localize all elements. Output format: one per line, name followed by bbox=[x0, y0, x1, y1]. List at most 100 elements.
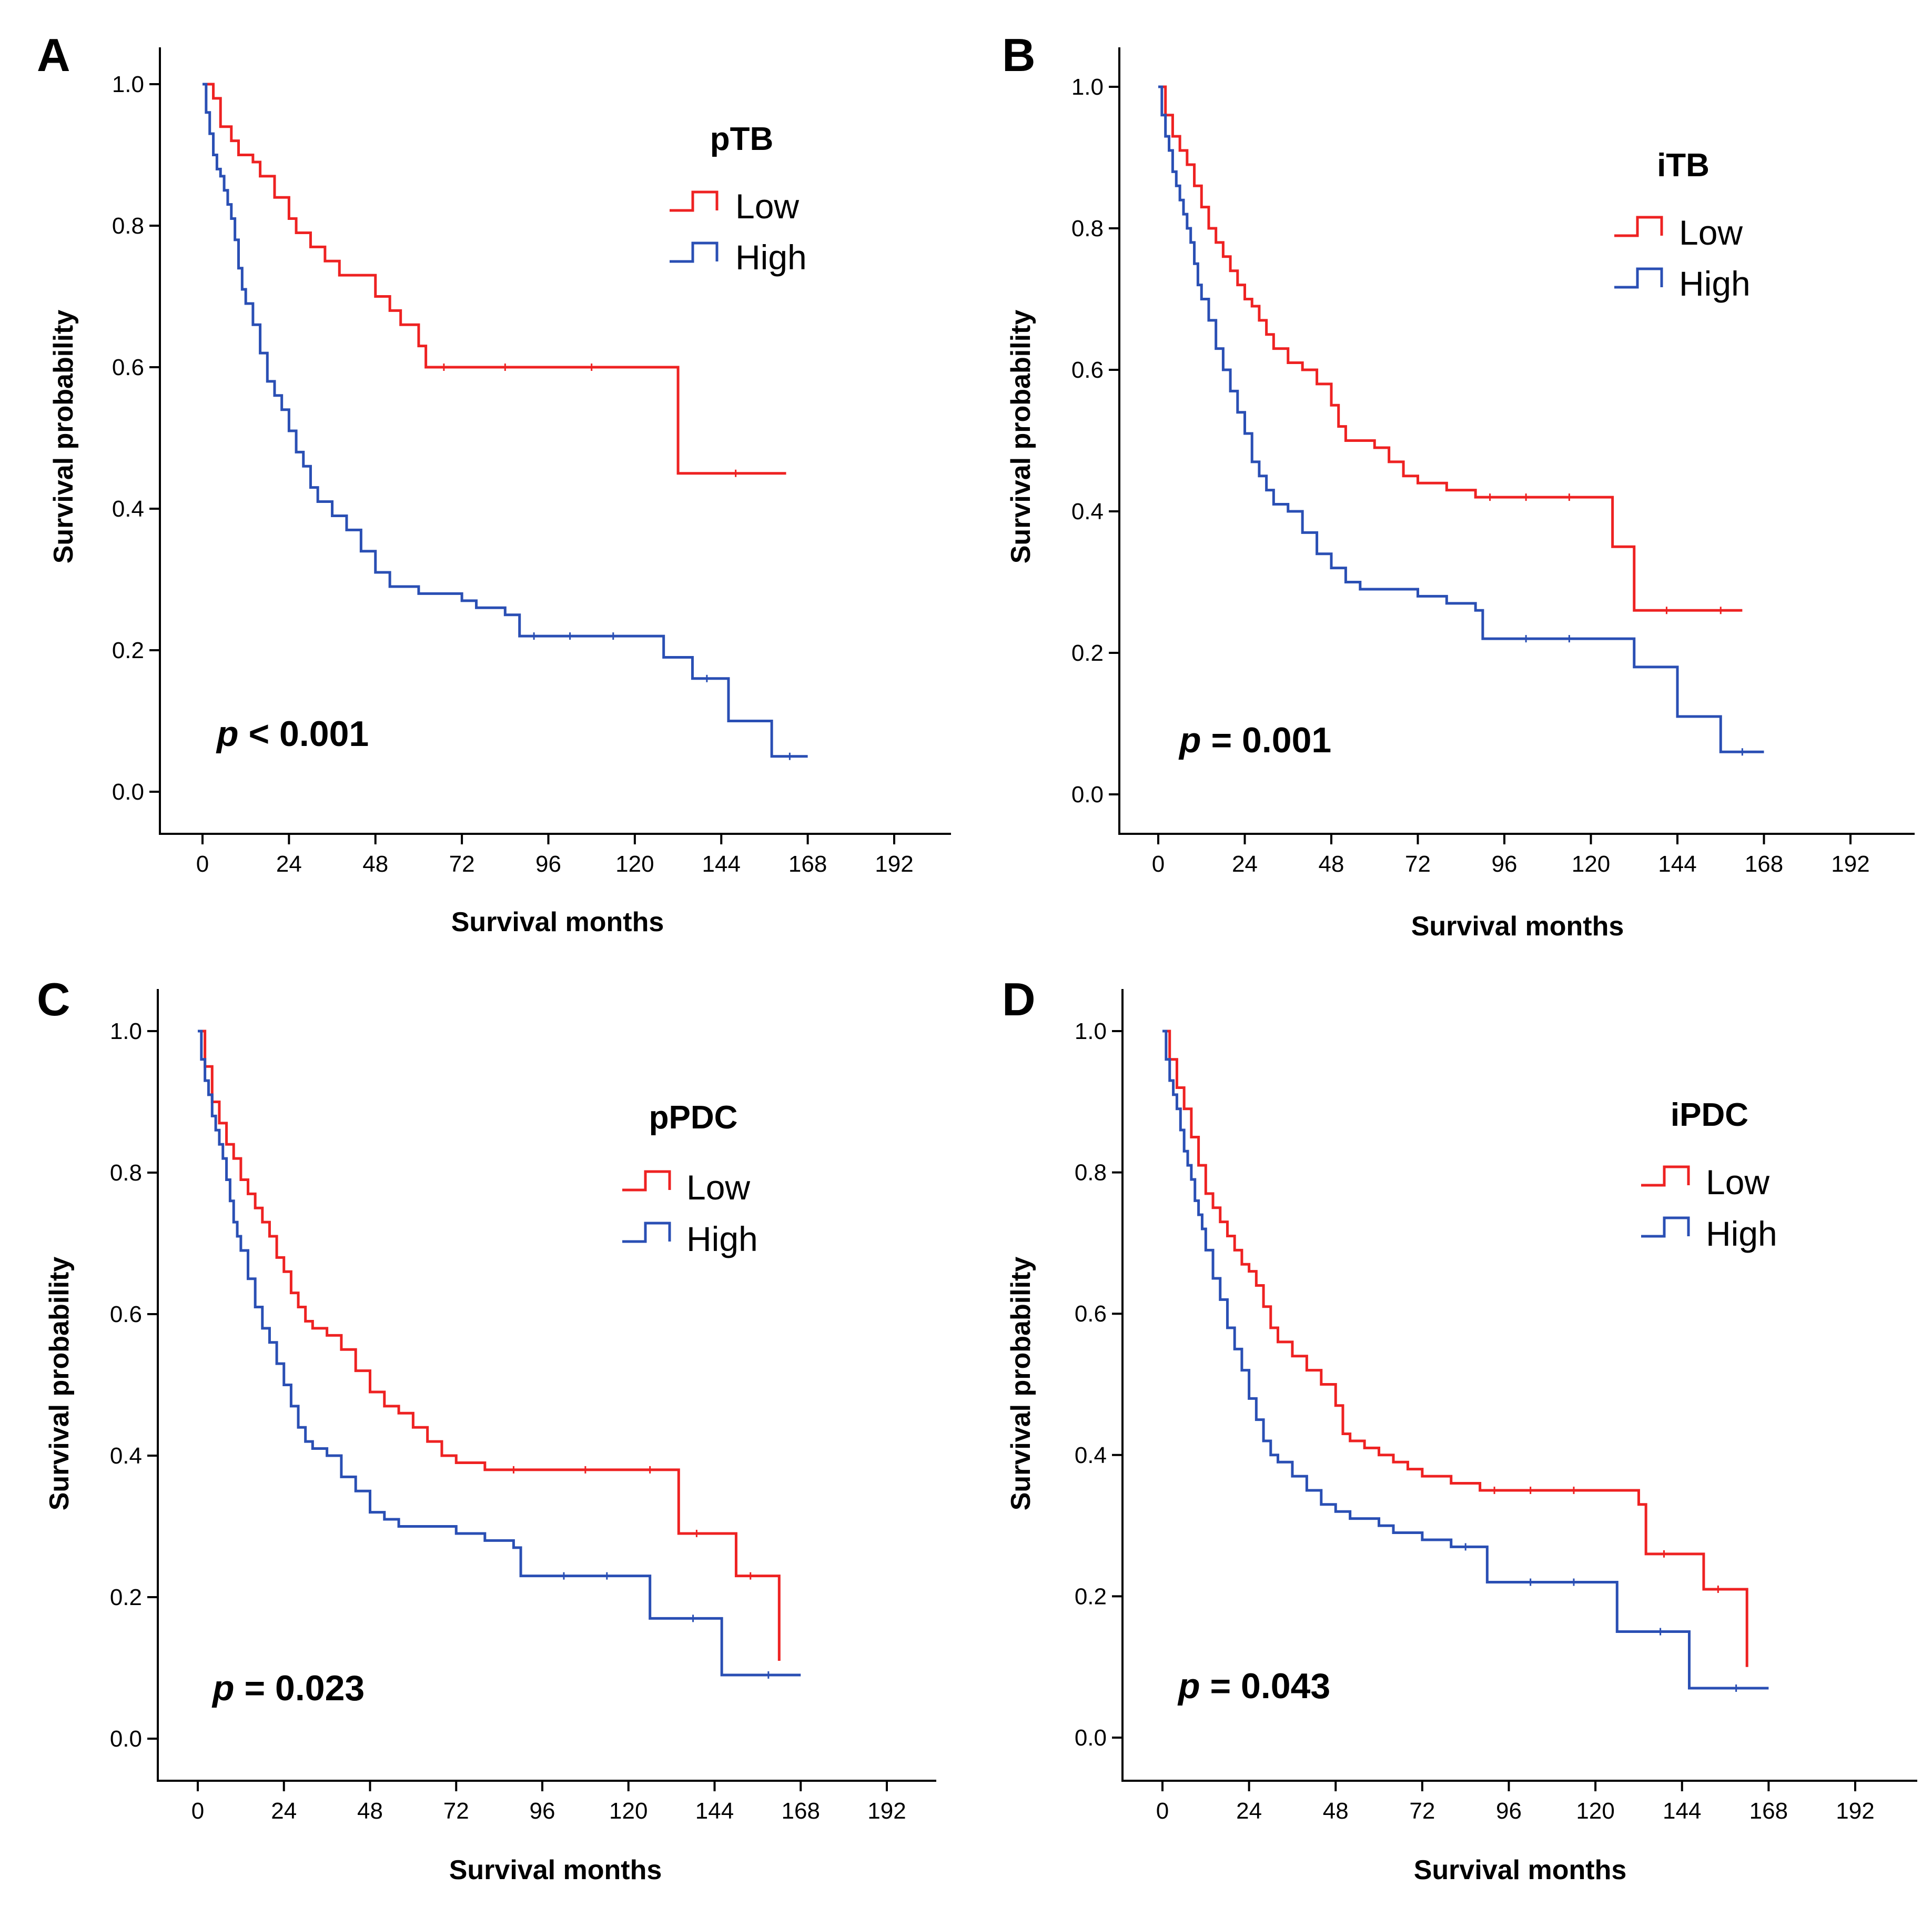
tick-group: 0 24 48 72 96 120 144 168 192 0.0 0.2 0.4 0.6 0.8 1.0 bbox=[1075, 1018, 1875, 1824]
x-tick-label: 96 bbox=[1496, 1798, 1522, 1824]
x-tick-label: 72 bbox=[1405, 851, 1431, 877]
x-tick-label: 96 bbox=[1492, 851, 1518, 877]
y-tick-label: 0.4 bbox=[112, 496, 144, 522]
p-symbol: p bbox=[1178, 720, 1201, 760]
km-curve-low bbox=[1162, 1030, 1748, 1667]
legend-label-high: High bbox=[735, 238, 807, 277]
y-tick-label: 0.2 bbox=[1071, 640, 1104, 666]
panel-letter-d: D bbox=[1002, 973, 1036, 1025]
y-tick-label: 0.4 bbox=[1075, 1442, 1107, 1468]
y-tick-label: 0.6 bbox=[110, 1302, 142, 1327]
y-tick-label: 0.8 bbox=[110, 1160, 142, 1186]
km-curve-high bbox=[1158, 85, 1764, 753]
x-tick-label: 96 bbox=[535, 851, 561, 877]
x-tick-label: 168 bbox=[788, 851, 827, 877]
x-tick-label: 24 bbox=[1232, 851, 1258, 877]
x-tick-label: 96 bbox=[530, 1798, 555, 1824]
y-tick-label: 0.4 bbox=[1071, 499, 1104, 524]
p-value: = 0.043 bbox=[1200, 1666, 1331, 1706]
legend-title: iPDC bbox=[1671, 1097, 1748, 1133]
tick-group: 0 24 48 72 96 120 144 168 192 0.0 0.2 0.4 0.6 0.8 1.0 bbox=[112, 72, 914, 877]
y-tick-label: 0.0 bbox=[112, 779, 144, 805]
y-tick-label: 0.4 bbox=[110, 1443, 142, 1469]
y-tick-label: 1.0 bbox=[1075, 1018, 1107, 1044]
y-tick-label: 0.0 bbox=[1075, 1725, 1107, 1751]
legend-label-high: High bbox=[1706, 1214, 1777, 1253]
km-curve-high bbox=[198, 1030, 801, 1677]
x-tick-label: 24 bbox=[276, 851, 302, 877]
y-tick-label: 0.6 bbox=[112, 355, 144, 380]
p-value: = 0.023 bbox=[235, 1668, 365, 1708]
panel-d: D 0 24 48 72 96 120 144 168 192 0.0 0.2 0.4 0.6 0.8 1.… bbox=[1002, 973, 1917, 1885]
x-tick-label: 192 bbox=[1836, 1798, 1874, 1824]
x-axis-title: Survival months bbox=[1414, 1855, 1627, 1885]
km-curve-low bbox=[1158, 85, 1743, 612]
legend-swatch-high bbox=[1614, 267, 1663, 289]
legend-swatch-low bbox=[1614, 216, 1663, 237]
p-value: < 0.001 bbox=[239, 714, 369, 754]
legend-label-low: Low bbox=[1706, 1163, 1769, 1202]
x-axis-title: Survival months bbox=[451, 907, 664, 937]
x-tick-label: 168 bbox=[1745, 851, 1783, 877]
y-tick-label: 1.0 bbox=[110, 1018, 142, 1044]
x-tick-label: 144 bbox=[1663, 1798, 1701, 1824]
y-tick-label: 0.6 bbox=[1071, 357, 1104, 383]
y-tick-label: 0.8 bbox=[112, 213, 144, 239]
curve-group bbox=[203, 83, 808, 760]
legend-label-low: Low bbox=[686, 1168, 750, 1207]
x-axis-title: Survival months bbox=[1411, 911, 1624, 942]
x-tick-label: 48 bbox=[1319, 851, 1344, 877]
y-tick-label: 0.0 bbox=[110, 1726, 142, 1752]
y-tick-label: 0.2 bbox=[112, 638, 144, 663]
tick-group: 0 24 48 72 96 120 144 168 192 0.0 0.2 0.4 0.6 0.8 1.0 bbox=[1071, 74, 1870, 877]
km-curve-low bbox=[203, 83, 786, 475]
p-symbol: p bbox=[211, 1668, 235, 1708]
x-tick-label: 48 bbox=[357, 1798, 383, 1824]
y-tick-label: 0.8 bbox=[1071, 216, 1104, 241]
y-tick-label: 0.8 bbox=[1075, 1160, 1107, 1186]
panel-letter-a: A bbox=[37, 29, 70, 81]
p-value-text: p = 0.001 bbox=[1178, 720, 1331, 760]
panel-a: A 0 24 48 72 96 120 144 168 192 0.0 0.2 0.4 0.6 0.8 1.… bbox=[37, 29, 951, 937]
p-value-text: p < 0.001 bbox=[216, 714, 369, 754]
legend-label-low: Low bbox=[735, 187, 799, 226]
legend-swatch-high bbox=[670, 241, 719, 263]
x-tick-label: 0 bbox=[191, 1798, 204, 1824]
y-tick-label: 0.2 bbox=[110, 1585, 142, 1610]
x-tick-label: 168 bbox=[782, 1798, 820, 1824]
km-curve-high bbox=[203, 83, 808, 758]
panel-letter-b: B bbox=[1002, 29, 1036, 81]
panel-b: B 0 24 48 72 96 120 144 168 192 0.0 0.2 0.4 0.6 0.8 1.… bbox=[1002, 29, 1915, 942]
km-curve-low bbox=[198, 1030, 781, 1661]
y-axis-title: Survival probability bbox=[44, 1257, 75, 1511]
y-axis-title: Survival probability bbox=[48, 310, 79, 564]
x-tick-label: 144 bbox=[1658, 851, 1696, 877]
legend-swatch-high bbox=[622, 1222, 671, 1243]
x-tick-label: 0 bbox=[1152, 851, 1165, 877]
legend-swatch-high bbox=[1641, 1216, 1690, 1238]
panel-c: C 0 24 48 72 96 120 144 168 192 0.0 0.2 0.4 0.6 0.8 1.… bbox=[37, 973, 936, 1885]
x-tick-label: 120 bbox=[1572, 851, 1610, 877]
legend-label-low: Low bbox=[1679, 213, 1743, 252]
y-tick-label: 0.0 bbox=[1071, 782, 1104, 808]
x-tick-label: 192 bbox=[1831, 851, 1869, 877]
x-tick-label: 24 bbox=[1236, 1798, 1262, 1824]
legend-swatch-low bbox=[670, 190, 719, 212]
x-tick-label: 0 bbox=[1156, 1798, 1169, 1824]
legend-swatch-low bbox=[1641, 1165, 1690, 1187]
km-curve-high bbox=[1162, 1030, 1769, 1690]
x-tick-label: 24 bbox=[271, 1798, 297, 1824]
legend-label-high: High bbox=[1679, 264, 1751, 303]
x-tick-label: 72 bbox=[1409, 1798, 1435, 1824]
y-axis-title: Survival probability bbox=[1006, 310, 1036, 564]
x-tick-label: 192 bbox=[875, 851, 913, 877]
x-tick-label: 48 bbox=[1323, 1798, 1349, 1824]
legend-title: pTB bbox=[710, 121, 774, 157]
curve-group bbox=[1158, 85, 1764, 756]
x-tick-label: 0 bbox=[196, 851, 209, 877]
x-tick-label: 192 bbox=[867, 1798, 906, 1824]
x-tick-label: 168 bbox=[1749, 1798, 1788, 1824]
x-tick-label: 144 bbox=[695, 1798, 734, 1824]
p-symbol: p bbox=[1177, 1666, 1200, 1706]
p-symbol: p bbox=[216, 714, 239, 754]
